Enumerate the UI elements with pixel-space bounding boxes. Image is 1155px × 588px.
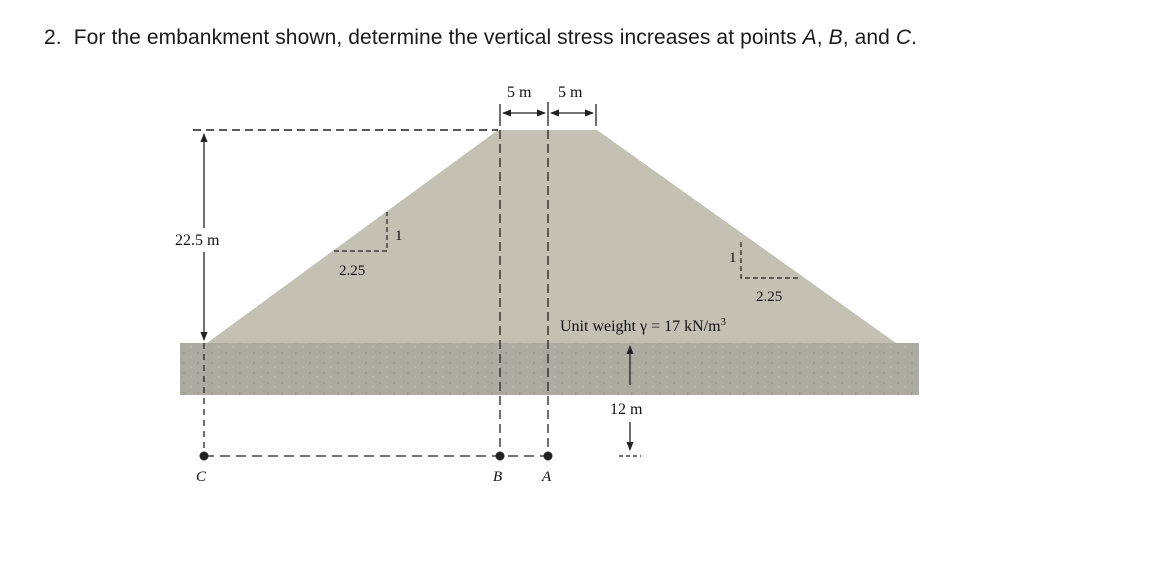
point-c-ref: C — [895, 26, 912, 49]
left-slope-vertical-label: 1 — [395, 228, 403, 244]
depth-label: 12 m — [610, 401, 643, 418]
height-label: 22.5 m — [175, 232, 220, 249]
point-b-marker — [495, 451, 505, 461]
question-text: 2. For the embankment shown, determine th… — [44, 26, 917, 50]
embankment-body — [207, 130, 896, 343]
point-a-marker — [543, 451, 553, 461]
soil-texture — [180, 343, 919, 395]
left-slope-indicator — [334, 212, 388, 252]
top-dim-right-label: 5 m — [558, 84, 583, 101]
question-end: . — [911, 26, 918, 49]
point-b-ref: B — [828, 26, 843, 49]
left-slope-horizontal-label: 2.25 — [339, 263, 365, 279]
right-slope-indicator — [740, 242, 800, 279]
point-c-label: C — [196, 469, 207, 485]
unit-weight-label: Unit weight γ = 17 kN/m3 — [560, 316, 727, 335]
question-number: 2. — [44, 26, 62, 49]
right-slope-horizontal-label: 2.25 — [756, 289, 782, 305]
question-sep-1: , — [816, 26, 829, 49]
top-dim-left-label: 5 m — [507, 84, 532, 101]
question-body: For the embankment shown, determine the … — [73, 26, 803, 49]
right-slope-vertical-label: 1 — [729, 250, 737, 266]
point-a-ref: A — [802, 26, 817, 49]
unit-weight-main: Unit weight γ = 17 kN/m — [560, 318, 721, 335]
point-a-label: A — [541, 469, 552, 485]
point-b-label: B — [493, 469, 502, 485]
question-sep-2: , and — [842, 26, 896, 49]
unit-weight-exponent: 3 — [721, 316, 727, 328]
point-c-marker — [199, 451, 209, 461]
